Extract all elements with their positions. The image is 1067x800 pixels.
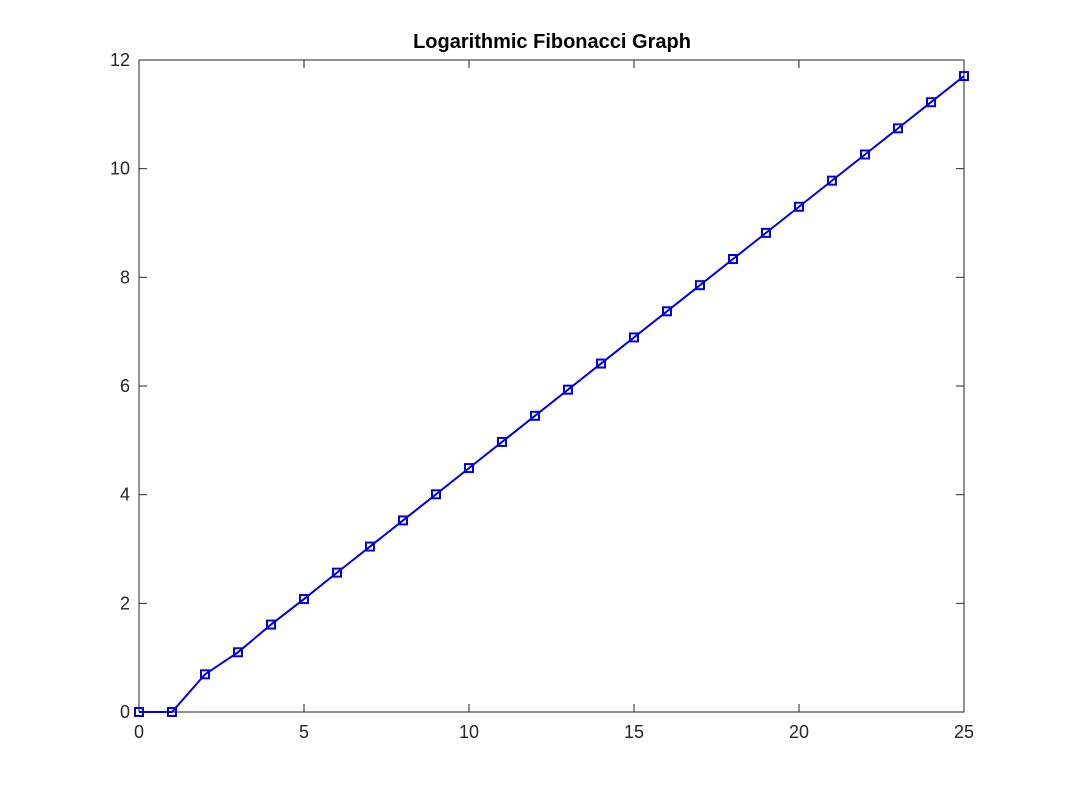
chart-title: Logarithmic Fibonacci Graph (413, 31, 691, 53)
data-point-marker (233, 647, 243, 658)
data-point-marker (431, 489, 441, 500)
x-tick-label: 5 (299, 722, 309, 742)
data-point-marker (200, 669, 210, 680)
y-tick-label: 0 (120, 702, 130, 722)
x-tick-label: 25 (954, 722, 974, 742)
data-point-marker (860, 149, 870, 160)
data-point-marker (530, 410, 540, 421)
series-group (134, 71, 969, 717)
data-point-marker (629, 332, 639, 343)
y-tick-label: 4 (120, 485, 130, 505)
data-point-marker (398, 515, 408, 526)
data-point-marker (695, 280, 705, 291)
data-point-marker (134, 707, 144, 717)
x-tick-label: 20 (789, 722, 809, 742)
data-point-marker (167, 707, 177, 717)
data-point-marker (266, 619, 276, 630)
data-point-marker (728, 254, 738, 265)
data-point-marker (794, 201, 804, 212)
data-point-marker (893, 123, 903, 134)
x-axis: 0 5 10 15 20 25 (134, 60, 974, 742)
data-point-marker (332, 567, 342, 578)
data-point-marker (563, 384, 573, 395)
data-point-marker (464, 463, 474, 474)
x-tick-label: 15 (624, 722, 644, 742)
data-point-marker (926, 97, 936, 108)
x-tick-label: 0 (134, 722, 144, 742)
data-point-marker (365, 541, 375, 552)
series-line (139, 75, 965, 713)
data-point-marker (299, 594, 309, 605)
data-point-marker (662, 306, 672, 317)
y-tick-label: 12 (110, 50, 130, 70)
y-axis: 0 2 4 6 8 10 12 (110, 50, 964, 722)
data-point-marker (596, 358, 606, 369)
y-tick-label: 6 (120, 376, 130, 396)
data-point-marker (827, 175, 837, 186)
data-point-marker (497, 436, 507, 447)
plot-area-box (138, 59, 965, 713)
data-point-marker (959, 71, 969, 82)
data-point-marker (761, 227, 771, 238)
y-tick-label: 10 (110, 159, 130, 179)
y-tick-label: 2 (120, 593, 130, 613)
y-tick-label: 8 (120, 267, 130, 287)
x-tick-label: 10 (459, 722, 479, 742)
